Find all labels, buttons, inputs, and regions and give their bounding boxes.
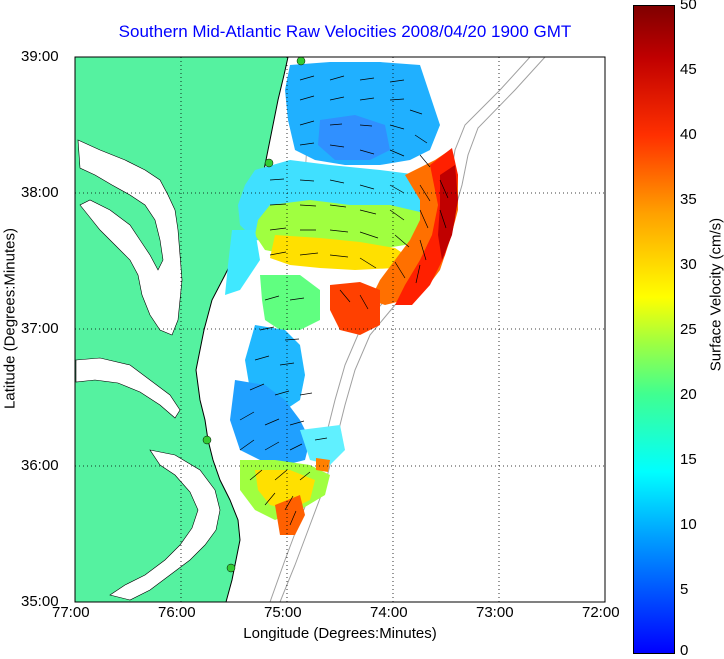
station-marker <box>264 158 274 168</box>
colorbar-tick: 20 <box>680 386 697 403</box>
river <box>75 357 181 419</box>
colorbar-tick: 45 <box>680 61 697 78</box>
station-marker <box>202 435 212 445</box>
x-tick-label: 72:00 <box>582 604 620 621</box>
colorbar-tick: 0 <box>680 642 689 659</box>
y-axis-label: Latitude (Degrees:Minutes) <box>1 228 19 409</box>
x-tick-label: 77:00 <box>52 604 90 621</box>
x-tick-label: 74:00 <box>370 604 408 621</box>
y-tick-label: 36:00 <box>21 457 59 474</box>
colorbar-label: Surface Velocity (cm/s) <box>707 217 724 372</box>
y-tick-label: 39:00 <box>21 48 59 65</box>
x-tick-label: 73:00 <box>476 604 514 621</box>
colorbar-tick: 15 <box>680 451 697 468</box>
colorbar-tick: 50 <box>680 0 697 13</box>
x-tick-label: 75:00 <box>264 604 302 621</box>
colorbar-tick: 30 <box>680 256 697 273</box>
colorbar-tick: 40 <box>680 126 697 143</box>
x-axis-label: Longitude (Degrees:Minutes) <box>243 625 437 642</box>
station-marker <box>226 563 236 573</box>
colorbar-tick: 5 <box>680 581 689 598</box>
sound <box>109 449 221 601</box>
station-marker <box>296 57 306 66</box>
velocity-field <box>225 62 458 535</box>
grid-lines <box>75 57 605 602</box>
colorbar-tick: 25 <box>680 321 697 338</box>
colorbar <box>633 5 675 654</box>
plot-frame <box>74 56 606 603</box>
y-tick-label: 38:00 <box>21 184 59 201</box>
map-title: Southern Mid-Atlantic Raw Velocities 200… <box>118 22 572 41</box>
colorbar-tick: 35 <box>680 191 697 208</box>
y-tick-label: 35:00 <box>21 593 59 610</box>
y-tick-label: 37:00 <box>21 320 59 337</box>
colorbar-tick: 10 <box>680 516 697 533</box>
chesapeake-bay <box>77 139 183 336</box>
x-tick-label: 76:00 <box>158 604 196 621</box>
velocity-arrows <box>239 75 449 526</box>
